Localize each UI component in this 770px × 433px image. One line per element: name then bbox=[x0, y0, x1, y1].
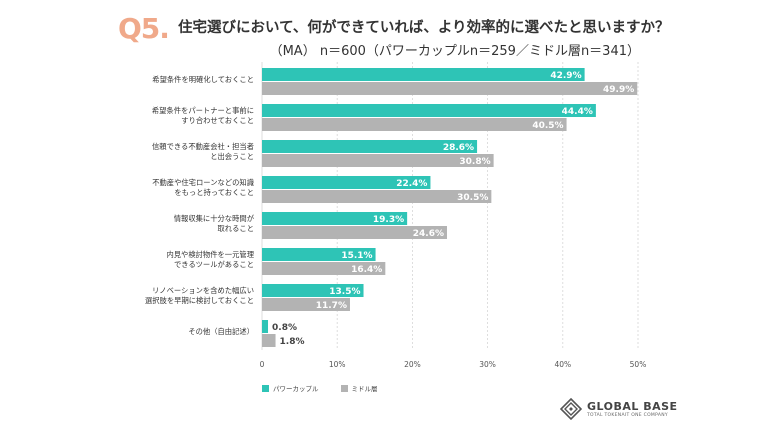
data-label: 15.1% bbox=[341, 251, 372, 261]
logo-name: GLOBAL BASE bbox=[587, 400, 678, 413]
category-label: 不動産や住宅ローンなどの知識 bbox=[152, 178, 254, 187]
data-label: 16.4% bbox=[351, 265, 382, 275]
bar bbox=[262, 104, 596, 117]
chart-subtitle: （MA） n＝600（パワーカップルn＝259／ミドル層n＝341） bbox=[269, 44, 640, 59]
logo-mark-icon bbox=[560, 398, 582, 420]
bar bbox=[262, 334, 276, 347]
category-label: 内見や検討物件を一元管理 bbox=[166, 250, 254, 259]
category-label: 選択肢を早期に検討しておくこと bbox=[145, 296, 254, 305]
bar bbox=[262, 140, 478, 153]
logo-tagline: TOTAL TOKENAIT ONE COMPANY bbox=[587, 413, 668, 418]
chart-title: 住宅選びにおいて、何ができていれば、より効率的に選べたと思いますか？ bbox=[178, 20, 670, 36]
bar bbox=[262, 226, 447, 239]
data-label: 49.9% bbox=[603, 85, 634, 95]
bar bbox=[262, 262, 386, 275]
category-label: リノベーションを含めた幅広い bbox=[152, 286, 254, 295]
bar bbox=[262, 82, 638, 95]
data-label: 19.3% bbox=[373, 215, 404, 225]
bar bbox=[262, 298, 350, 311]
bar bbox=[262, 68, 585, 81]
data-label: 13.5% bbox=[329, 287, 360, 297]
bar bbox=[262, 320, 269, 333]
legend-label-middle: ミドル層 bbox=[351, 385, 378, 393]
category-label: と出会うこと bbox=[210, 152, 254, 161]
data-label: 44.4% bbox=[562, 107, 593, 117]
category-label: 希望条件をパートナーと事前に bbox=[152, 106, 254, 115]
data-label: 28.6% bbox=[443, 143, 474, 153]
category-label: できるツールがあること bbox=[174, 260, 254, 269]
category-label: その他（自由記述） bbox=[188, 327, 254, 336]
x-tick-label: 40% bbox=[554, 360, 571, 369]
question-number-badge: Q5. bbox=[118, 12, 170, 45]
x-tick-label: 50% bbox=[630, 360, 647, 369]
category-label: 情報収集に十分な時間が bbox=[174, 214, 255, 223]
data-label: 0.8% bbox=[272, 323, 297, 333]
data-label: 30.5% bbox=[457, 193, 488, 203]
x-tick-label: 0 bbox=[260, 360, 265, 369]
bar bbox=[262, 176, 431, 189]
data-label: 11.7% bbox=[316, 301, 347, 311]
legend: パワーカップル ミドル層 bbox=[262, 383, 378, 393]
bar bbox=[262, 154, 494, 167]
legend-swatch-gray bbox=[340, 384, 348, 392]
data-label: 22.4% bbox=[396, 179, 427, 189]
category-label: 希望条件を明確化しておくこと bbox=[152, 75, 254, 84]
legend-swatch-teal bbox=[262, 384, 269, 392]
category-label: 取れること bbox=[218, 224, 254, 233]
legend-item-power-couple: パワーカップル bbox=[262, 383, 319, 393]
bar bbox=[262, 118, 567, 131]
data-label: 40.5% bbox=[532, 121, 563, 131]
bar bbox=[262, 284, 364, 297]
legend-item-middle: ミドル層 bbox=[340, 383, 378, 393]
x-tick-label: 20% bbox=[404, 360, 421, 369]
data-label: 1.8% bbox=[280, 337, 305, 347]
legend-label-power-couple: パワーカップル bbox=[273, 385, 319, 393]
category-label: をもっと持っておくこと bbox=[174, 188, 254, 197]
category-label: すり合わせておくこと bbox=[181, 116, 254, 125]
data-label: 30.8% bbox=[459, 157, 490, 167]
data-label: 24.6% bbox=[413, 229, 444, 239]
bar bbox=[262, 190, 492, 203]
x-tick-label: 30% bbox=[479, 360, 496, 369]
company-logo: GLOBAL BASE TOTAL TOKENAIT ONE COMPANY bbox=[560, 398, 678, 420]
x-tick-label: 10% bbox=[329, 360, 346, 369]
bar bbox=[262, 248, 376, 261]
data-label: 42.9% bbox=[550, 71, 581, 81]
bar bbox=[262, 212, 408, 225]
category-label: 信頼できる不動産会社・担当者 bbox=[152, 142, 254, 151]
